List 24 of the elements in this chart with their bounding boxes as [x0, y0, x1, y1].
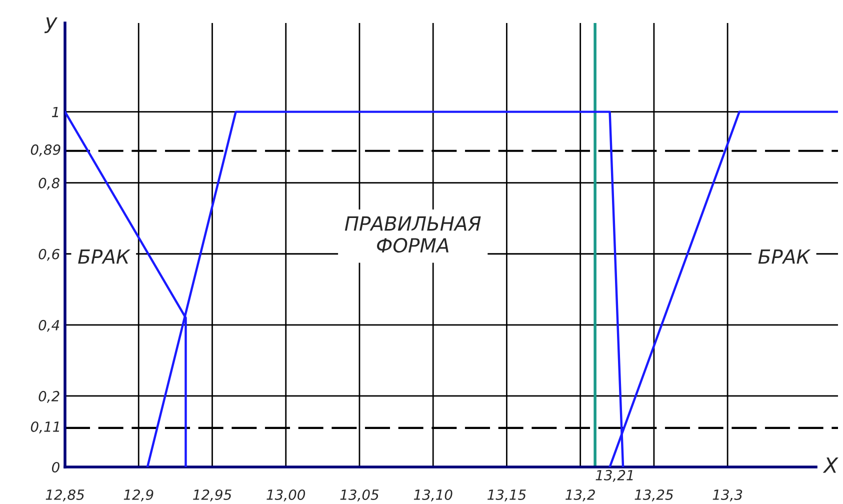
y-tick-label: 0,6 — [38, 248, 60, 261]
x-axis-title: X — [822, 458, 838, 473]
y-tick-label: 0,2 — [38, 390, 60, 403]
annotation: БРАК — [758, 250, 811, 264]
x-tick-label: 13,00 — [266, 489, 306, 502]
x-tick-label: 13,25 — [634, 489, 674, 502]
ref-line-label: 13,21 — [596, 470, 633, 482]
x-tick-label: 12,95 — [193, 489, 232, 502]
x-tick-label: 12,9 — [124, 489, 154, 502]
y-tick-label: 0,8 — [38, 178, 60, 190]
x-tick-label: 12,85 — [46, 489, 84, 502]
x-tick-label: 13,10 — [414, 489, 452, 502]
y-tick-label: 0 — [52, 462, 60, 472]
annotation: БРАК — [78, 250, 130, 264]
x-tick-label: 13,05 — [340, 489, 379, 502]
ref-line-label: 0,11 — [30, 421, 60, 434]
x-tick-label: 13,15 — [488, 489, 526, 502]
annotation: ПРАВИЛЬНАЯ ФОРМА — [344, 216, 481, 253]
ref-line-label: 0,89 — [30, 144, 60, 156]
y-tick-label: 0,4 — [38, 320, 60, 332]
x-tick-label: 13,3 — [712, 489, 742, 502]
x-tick-label: 13,2 — [566, 489, 595, 502]
y-tick-label: 1 — [52, 106, 58, 118]
y-axis-title: y — [44, 17, 58, 34]
